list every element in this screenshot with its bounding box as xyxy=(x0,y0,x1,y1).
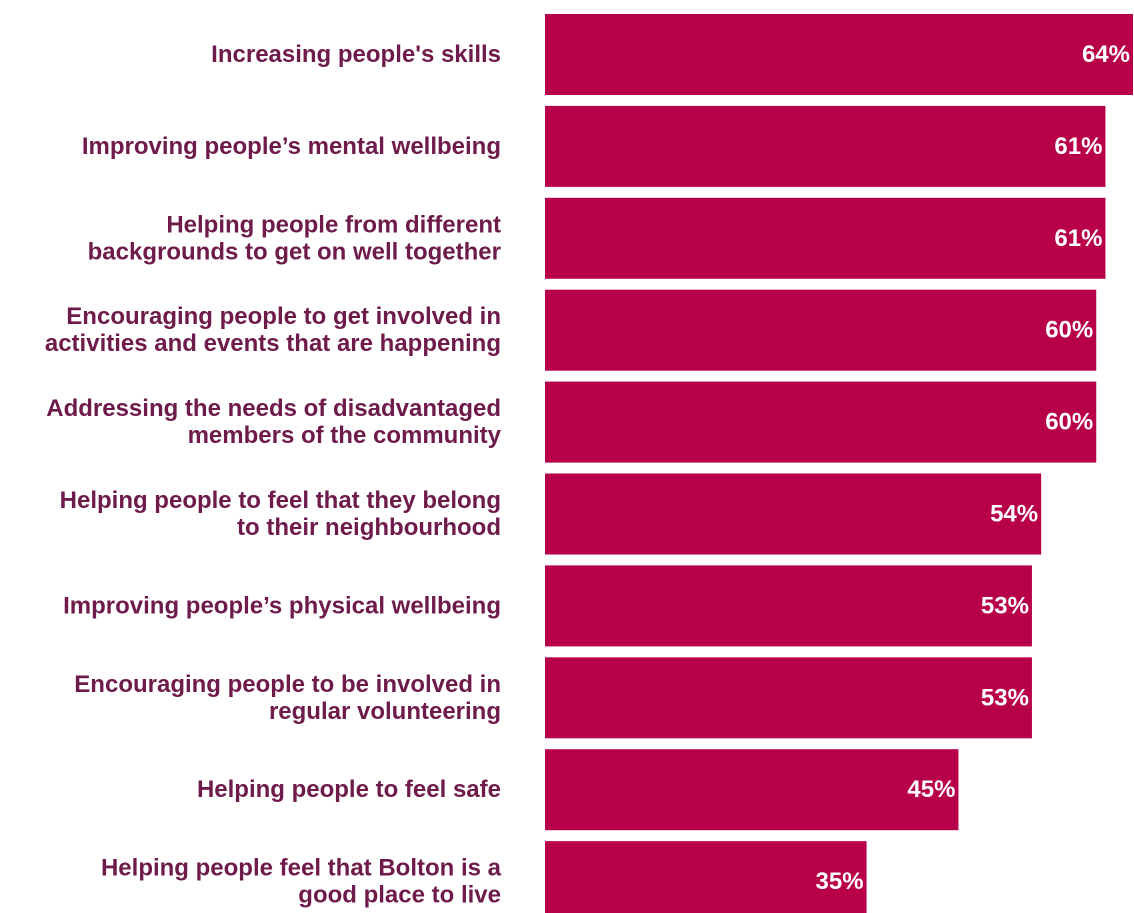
bars-group xyxy=(545,14,1133,913)
category-label-line: Helping people to feel that they belong xyxy=(60,487,501,514)
category-label-10: Helping people feel that Bolton is a good… xyxy=(101,855,502,909)
category-label-line: regular volunteering xyxy=(269,698,501,725)
value-label-9: 45% xyxy=(907,776,955,803)
bar-5 xyxy=(545,381,1097,463)
category-label-6: Helping people to feel that they belong t… xyxy=(60,487,501,541)
category-label-5: Addressing the needs of disadvantaged mem… xyxy=(46,395,501,449)
category-label-line: Improving people’s mental wellbeing xyxy=(82,133,501,160)
bar-8 xyxy=(545,657,1032,739)
value-label-7: 53% xyxy=(981,592,1029,619)
category-label-line: activities and events that are happening xyxy=(45,330,501,357)
category-label-line: backgrounds to get on well together xyxy=(88,238,501,265)
value-label-8: 53% xyxy=(981,684,1029,711)
category-label-line: Increasing people's skills xyxy=(211,41,501,68)
bar-9 xyxy=(545,749,959,831)
value-label-10: 35% xyxy=(816,868,864,895)
category-label-8: Encouraging people to be involved in regu… xyxy=(74,671,501,725)
category-label-2: Improving people’s mental wellbeing xyxy=(82,133,501,160)
category-label-3: Helping people from different backgrounds… xyxy=(88,211,501,265)
category-label-line: good place to live xyxy=(298,882,501,909)
bar-2 xyxy=(545,105,1106,187)
bar-6 xyxy=(545,473,1042,555)
bar-10 xyxy=(545,841,867,913)
bar-3 xyxy=(545,197,1106,279)
bar-4 xyxy=(545,289,1097,371)
category-label-line: Addressing the needs of disadvantaged xyxy=(46,395,501,422)
category-label-line: Helping people to feel safe xyxy=(197,776,501,803)
category-label-line: members of the community xyxy=(188,422,502,449)
category-label-line: Helping people feel that Bolton is a xyxy=(101,855,502,882)
value-label-6: 54% xyxy=(990,501,1038,528)
category-label-1: Increasing people's skills xyxy=(211,41,501,68)
bar-1 xyxy=(545,14,1133,95)
category-label-line: Encouraging people to get involved in xyxy=(66,303,501,330)
category-label-4: Encouraging people to get involved in act… xyxy=(45,303,501,357)
bar-7 xyxy=(545,565,1032,647)
value-label-1: 64% xyxy=(1082,41,1130,68)
value-label-5: 60% xyxy=(1045,409,1093,436)
category-label-line: Helping people from different xyxy=(166,211,501,238)
value-label-3: 61% xyxy=(1054,225,1102,252)
category-label-line: to their neighbourhood xyxy=(237,514,501,541)
value-label-2: 61% xyxy=(1054,133,1102,160)
category-label-line: Encouraging people to be involved in xyxy=(74,671,501,698)
category-labels-group: Increasing people's skills Improving peop… xyxy=(45,41,502,909)
value-label-4: 60% xyxy=(1045,317,1093,344)
category-label-7: Improving people’s physical wellbeing xyxy=(63,592,501,619)
value-labels-group: 64% 61% 61% 60% 60% 54% 53% 53% 45% 35% xyxy=(816,41,1130,895)
category-label-line: Improving people’s physical wellbeing xyxy=(63,592,501,619)
category-label-9: Helping people to feel safe xyxy=(197,776,501,803)
